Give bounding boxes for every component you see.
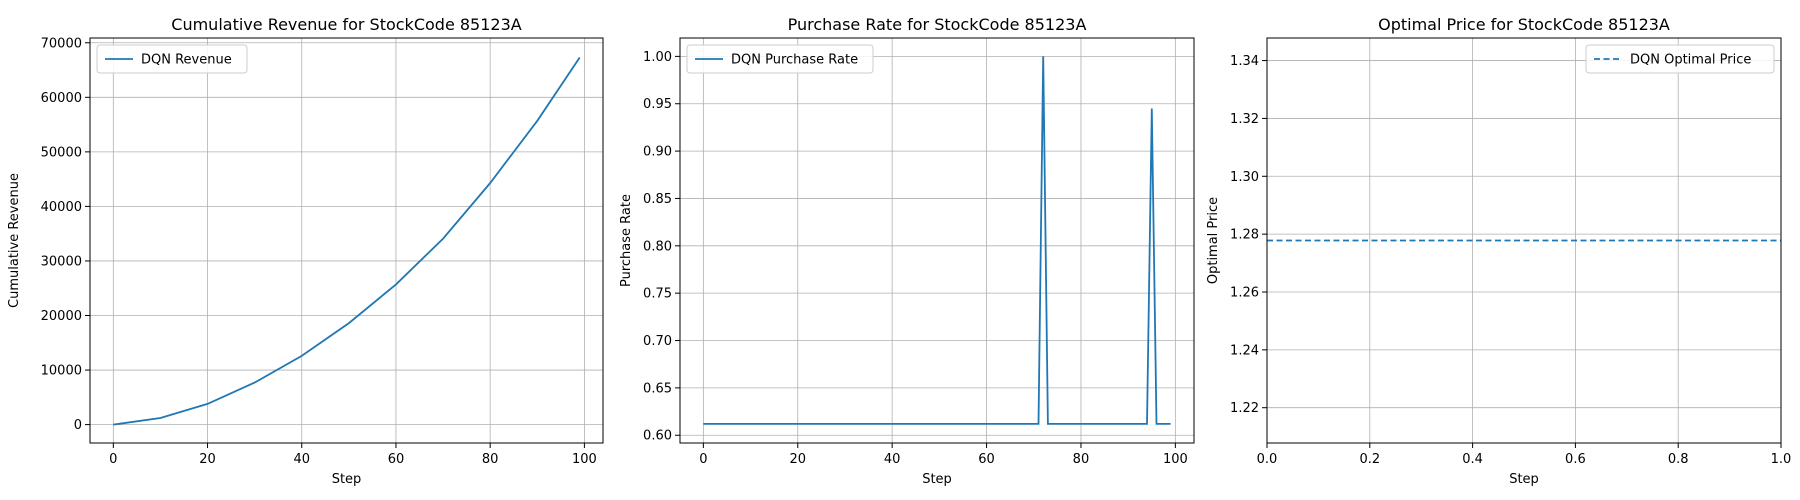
- y-tick-label: 0.75: [643, 287, 672, 302]
- x-tick-label: 0.2: [1359, 452, 1380, 467]
- y-axis-label: Optimal Price: [1206, 197, 1221, 284]
- chart-title: Optimal Price for StockCode 85123A: [1378, 15, 1670, 34]
- y-tick-label: 0.80: [643, 239, 672, 254]
- x-tick-label: 40: [884, 452, 901, 467]
- y-tick-label: 1.30: [1230, 170, 1259, 185]
- subplot-1: 0 20 40 60 80 100 0 10000 20000 30000 40000 50000 60…: [7, 15, 604, 487]
- x-tick-label: 0.4: [1462, 452, 1483, 467]
- y-tick-label: 0.65: [643, 381, 672, 396]
- x-tick-label: 0.6: [1565, 452, 1586, 467]
- axes-frame: [89, 37, 604, 444]
- x-tick-label: 0.0: [1257, 452, 1278, 467]
- legend-label: DQN Revenue: [141, 53, 232, 68]
- y-tick-label: 0.70: [643, 334, 672, 349]
- y-tick-label: 70000: [41, 36, 82, 51]
- x-tick-label: 0.8: [1668, 452, 1689, 467]
- legend: DQN Purchase Rate: [686, 44, 874, 74]
- y-tick-label: 0: [74, 418, 82, 433]
- y-tick-label: 1.22: [1230, 401, 1259, 416]
- y-tick-label: 1.26: [1230, 285, 1259, 300]
- x-tick-label: 60: [388, 452, 405, 467]
- legend-box: [96, 44, 248, 74]
- y-tick-label: 50000: [41, 145, 82, 160]
- x-axis-label: Step: [1509, 472, 1539, 487]
- x-tick-label: 100: [572, 452, 597, 467]
- y-tick-label: 30000: [41, 254, 82, 269]
- x-axis-label: Step: [332, 472, 362, 487]
- y-tick-label: 10000: [41, 364, 82, 379]
- y-tick-label: 60000: [41, 91, 82, 106]
- y-tick-label: 1.24: [1230, 343, 1259, 358]
- subplot-2: 0 20 40 60 80 100 0.60 0.65 0.70 0.75 0.80 0.85 0.90…: [619, 15, 1195, 487]
- x-tick-label: 0: [699, 452, 707, 467]
- series-line-1: [113, 56, 581, 426]
- legend: DQN Optimal Price: [1585, 44, 1775, 74]
- x-tick-label: 1.0: [1771, 452, 1792, 467]
- y-tick-label: 1.00: [643, 50, 672, 65]
- y-tick-label: 1.28: [1230, 228, 1259, 243]
- y-tick-label: 0.85: [643, 192, 672, 207]
- series-line-1: [703, 56, 1171, 425]
- x-axis-label: Step: [922, 472, 952, 487]
- legend: DQN Revenue: [96, 44, 248, 74]
- axes-frame: [1266, 37, 1782, 444]
- legend-box: [1585, 44, 1775, 74]
- chart-title: Cumulative Revenue for StockCode 85123A: [171, 15, 521, 34]
- y-tick-label: 40000: [41, 200, 82, 215]
- y-tick-label: 1.34: [1230, 54, 1259, 69]
- x-tick-label: 40: [293, 452, 310, 467]
- x-tick-label: 20: [199, 452, 216, 467]
- y-tick-label: 0.95: [643, 97, 672, 112]
- y-tick-label: 0.90: [643, 145, 672, 160]
- chart-title: Purchase Rate for StockCode 85123A: [788, 15, 1087, 34]
- x-tick-label: 20: [789, 452, 806, 467]
- x-tick-label: 80: [1073, 452, 1090, 467]
- legend-label: DQN Optimal Price: [1630, 53, 1751, 68]
- x-tick-label: 80: [482, 452, 499, 467]
- y-tick-label: 20000: [41, 309, 82, 324]
- x-tick-label: 100: [1163, 452, 1188, 467]
- axes-frame: [679, 37, 1195, 444]
- legend-label: DQN Purchase Rate: [731, 53, 858, 68]
- x-tick-label: 0: [109, 452, 117, 467]
- subplot-3: 0.0 0.2 0.4 0.6 0.8 1.0 1.22 1.24 1.26 1.28 1.30 1.…: [1206, 15, 1791, 487]
- y-tick-label: 1.32: [1230, 112, 1259, 127]
- y-axis-label: Purchase Rate: [619, 194, 634, 287]
- x-tick-label: 60: [978, 452, 995, 467]
- y-axis-label: Cumulative Revenue: [7, 173, 22, 308]
- legend-box: [686, 44, 874, 74]
- y-tick-label: 0.60: [643, 429, 672, 444]
